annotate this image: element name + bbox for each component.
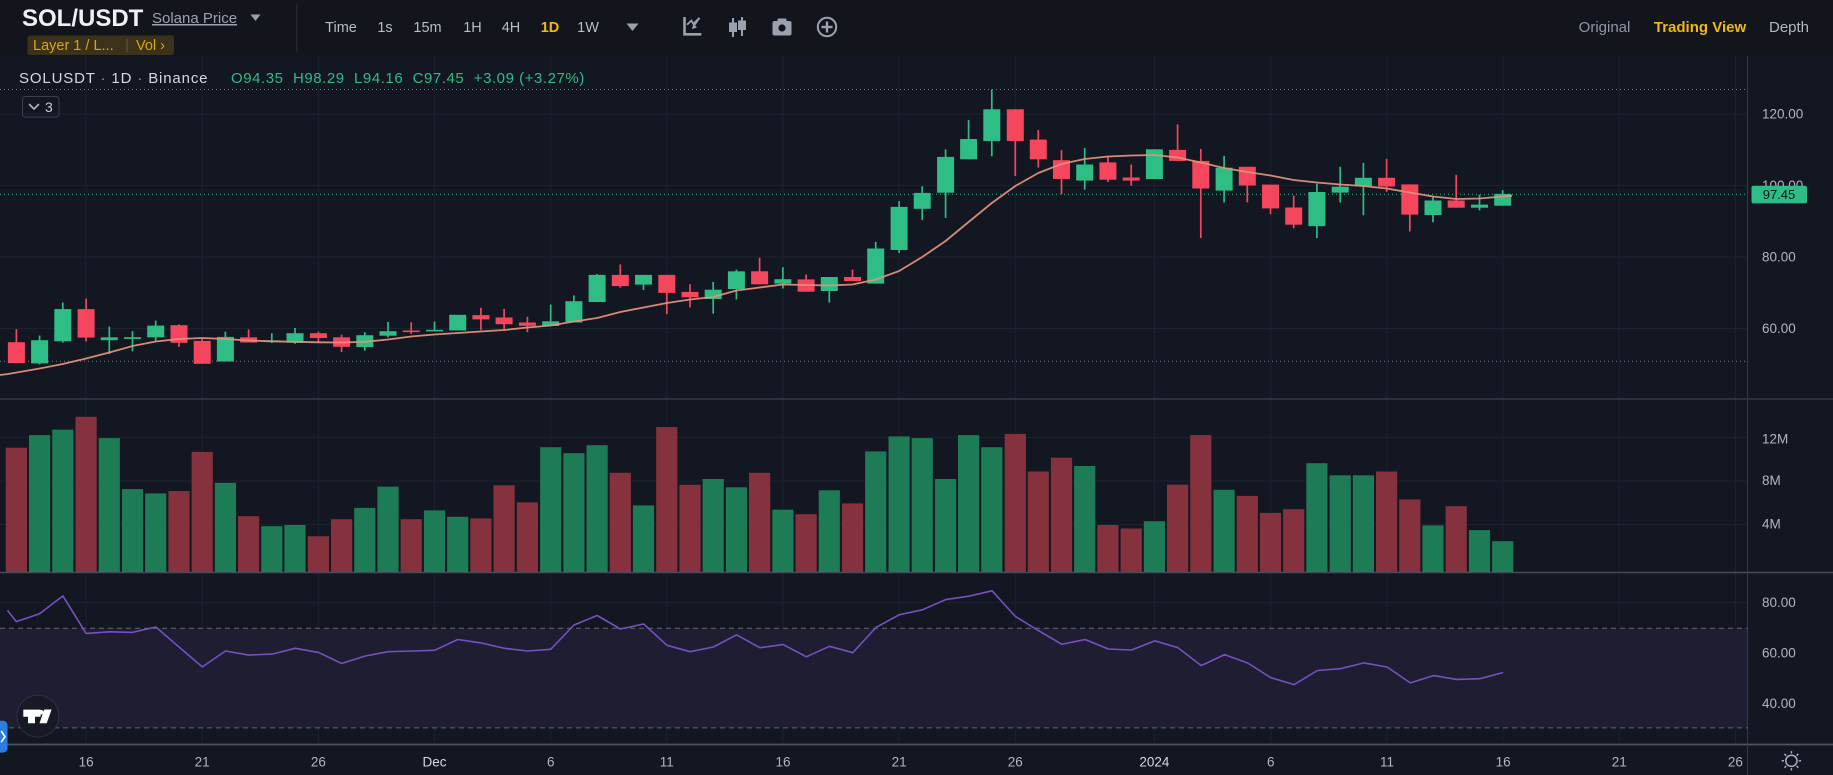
svg-text:SOLUSDT · 1D · Binance: SOLUSDT · 1D · Binance <box>19 70 208 87</box>
svg-text:Layer 1 / L...: Layer 1 / L... <box>33 38 114 54</box>
svg-text:Vol ›: Vol › <box>136 38 165 54</box>
svg-text:21: 21 <box>1612 755 1627 770</box>
svg-text:21: 21 <box>892 755 907 770</box>
svg-text:120.00: 120.00 <box>1762 107 1803 122</box>
svg-text:O94.35 H98.29 L94.16 C97.45: O94.35 H98.29 L94.16 C97.45 +3.09 (+3.27… <box>231 70 585 87</box>
svg-text:26: 26 <box>311 755 326 770</box>
svg-text:12M: 12M <box>1762 432 1788 447</box>
svg-text:6: 6 <box>1267 755 1275 770</box>
svg-text:Solana Price: Solana Price <box>152 10 237 27</box>
svg-text:21: 21 <box>195 755 210 770</box>
svg-text:3: 3 <box>45 99 53 115</box>
svg-text:60.00: 60.00 <box>1762 321 1796 336</box>
svg-text:Dec: Dec <box>422 755 446 770</box>
svg-text:6: 6 <box>547 755 555 770</box>
svg-text:11: 11 <box>660 755 674 770</box>
svg-text:1D: 1D <box>541 20 560 36</box>
svg-text:60.00: 60.00 <box>1762 646 1796 661</box>
svg-text:8M: 8M <box>1762 473 1781 488</box>
svg-text:Time: Time <box>325 20 357 36</box>
svg-text:97.45: 97.45 <box>1763 187 1796 202</box>
svg-text:16: 16 <box>1496 755 1511 770</box>
svg-text:40.00: 40.00 <box>1762 696 1796 711</box>
svg-text:SOL/USDT: SOL/USDT <box>22 5 144 32</box>
svg-text:Original: Original <box>1579 19 1631 36</box>
svg-text:80.00: 80.00 <box>1762 250 1796 265</box>
svg-text:16: 16 <box>79 755 94 770</box>
svg-text:26: 26 <box>1008 755 1023 770</box>
svg-text:4H: 4H <box>502 20 521 36</box>
svg-text:4M: 4M <box>1762 517 1781 532</box>
svg-text:26: 26 <box>1728 755 1743 770</box>
svg-text:2024: 2024 <box>1139 755 1170 770</box>
svg-text:1H: 1H <box>463 20 482 36</box>
svg-text:80.00: 80.00 <box>1762 595 1796 610</box>
svg-text:15m: 15m <box>413 20 441 36</box>
svg-text:11: 11 <box>1380 755 1394 770</box>
svg-text:16: 16 <box>775 755 790 770</box>
svg-text:1W: 1W <box>577 20 599 36</box>
svg-text:1s: 1s <box>377 20 392 36</box>
svg-text:Trading View: Trading View <box>1654 19 1747 36</box>
svg-text:Depth: Depth <box>1769 19 1809 36</box>
